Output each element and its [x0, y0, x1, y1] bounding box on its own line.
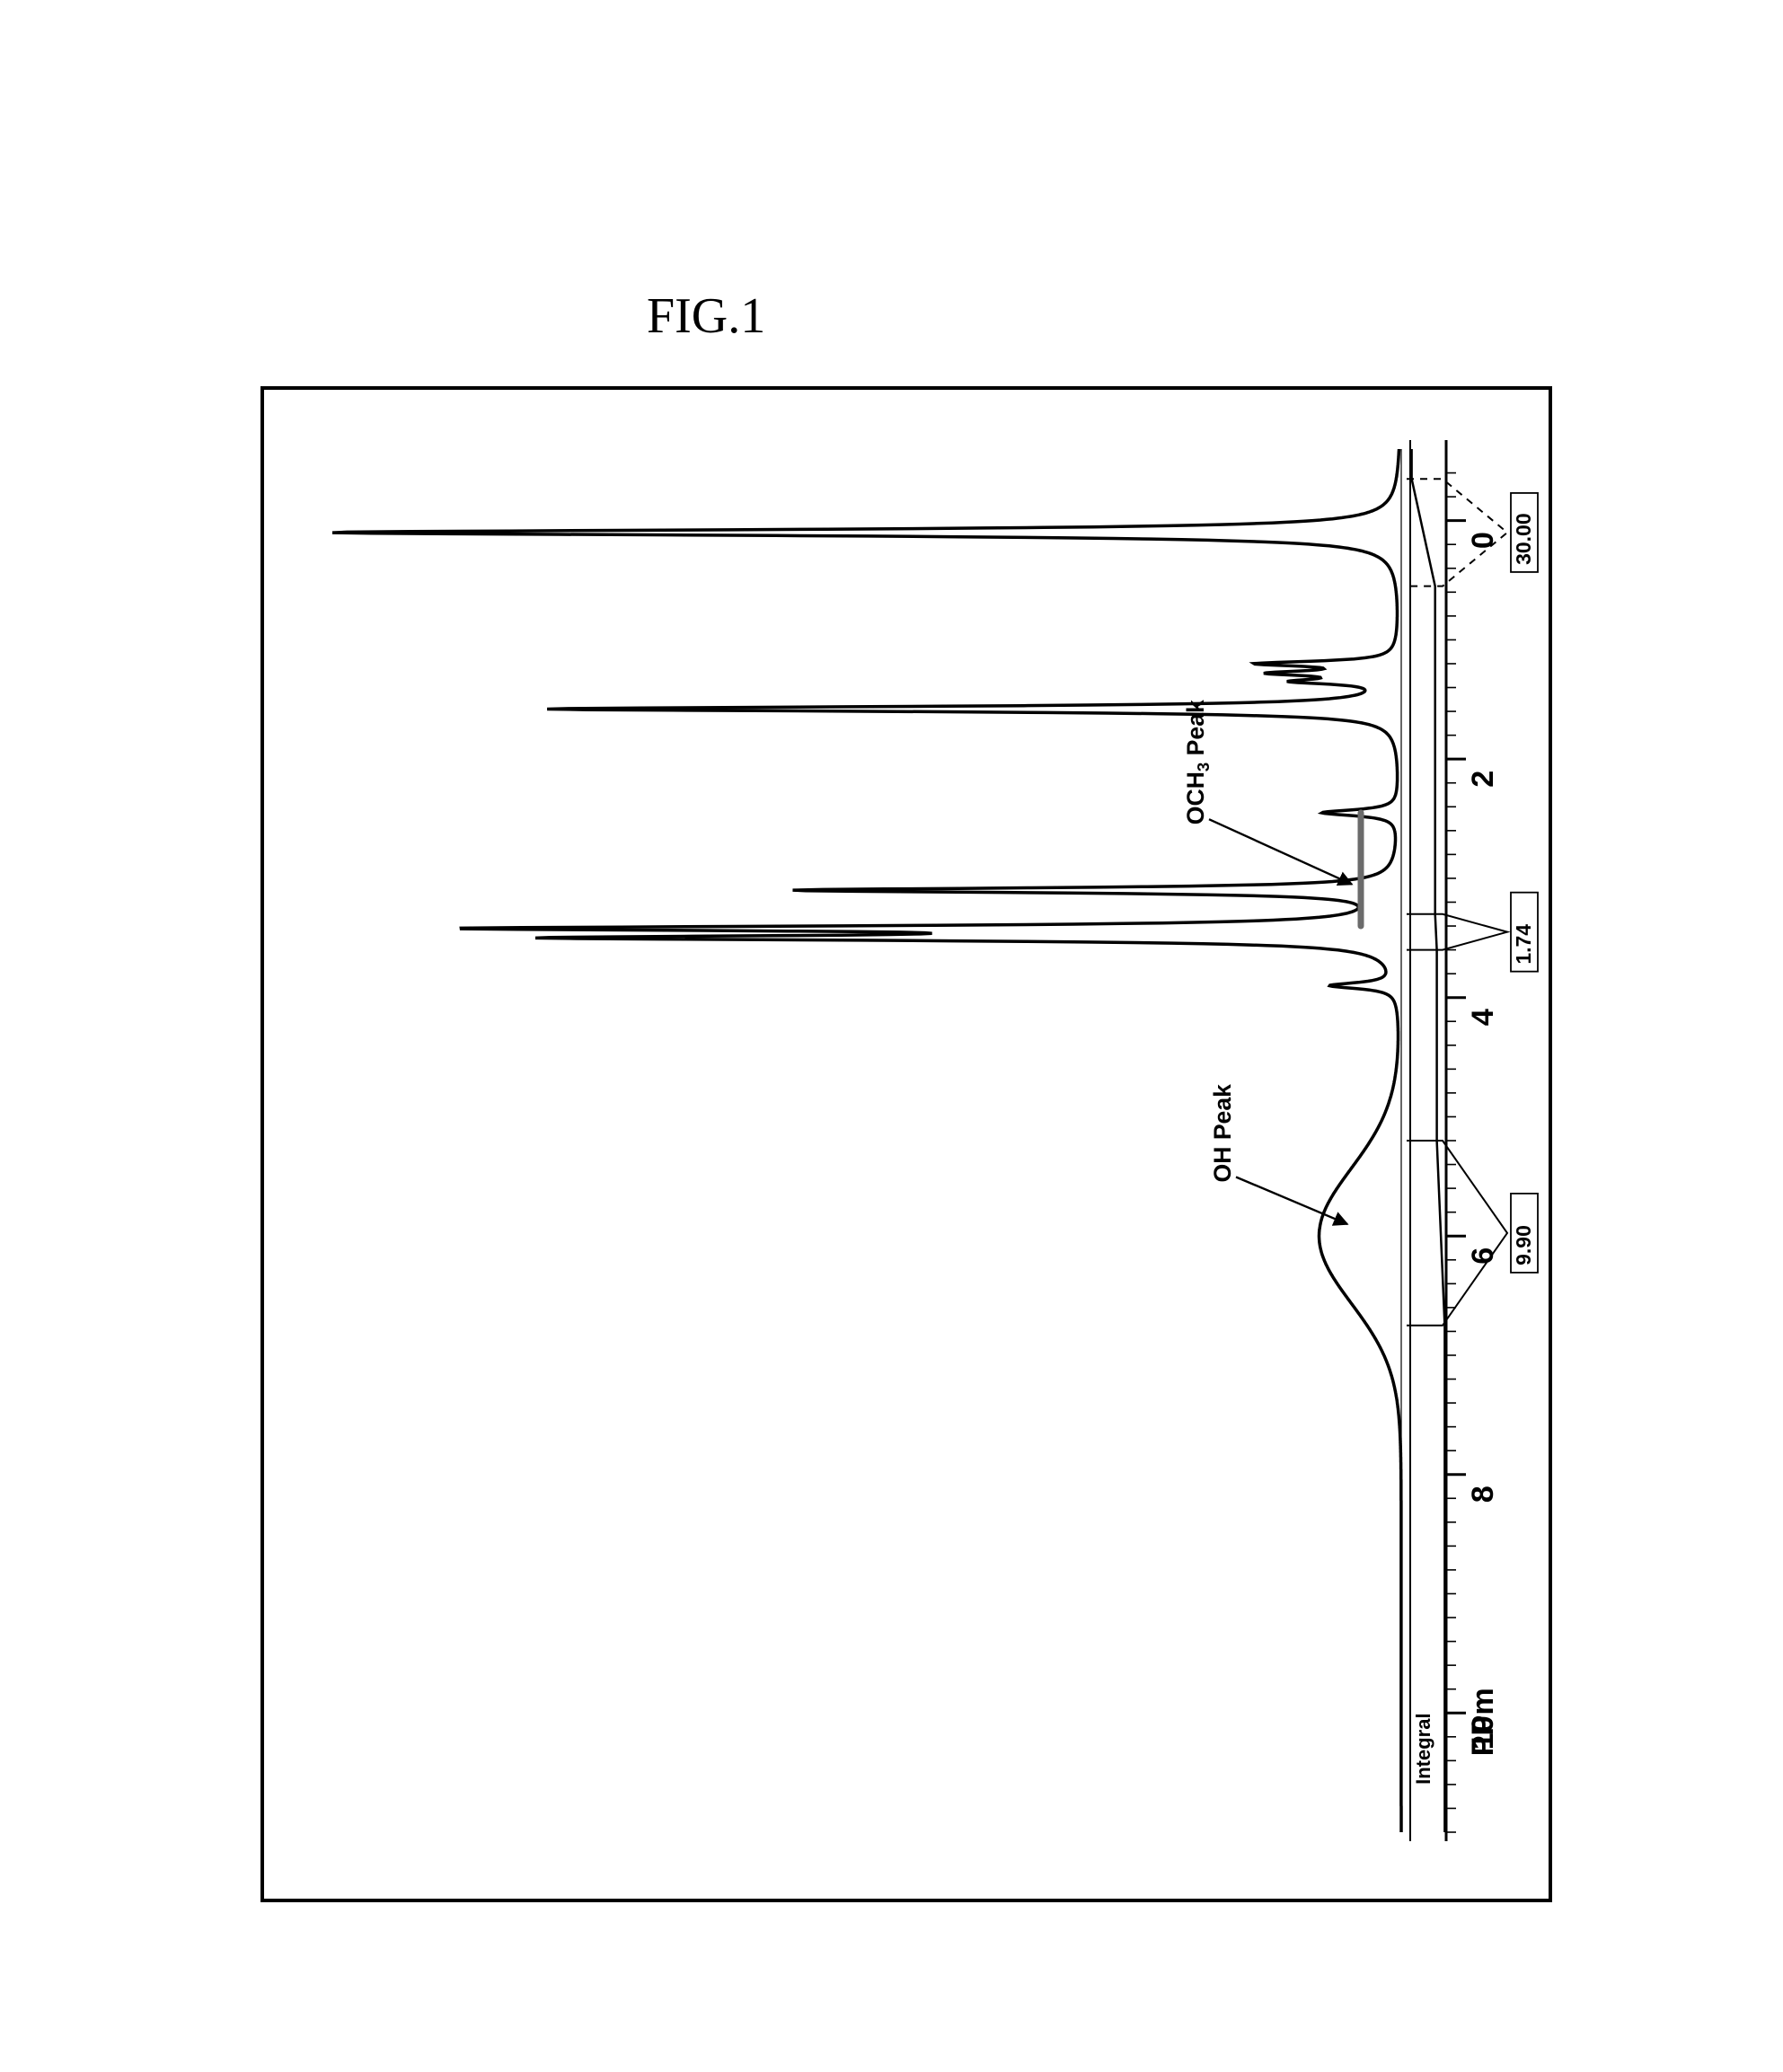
integral-value: 1.74 [1512, 924, 1535, 965]
nmr-spectrum-svg: 1086420PPmIntegral30.001.749.90OH PeakOC… [0, 0, 1783, 2072]
och3_peak_label-arrow [1209, 819, 1352, 884]
integral-bracket [1407, 914, 1507, 950]
integral-value: 30.00 [1512, 513, 1535, 565]
svg-text:8: 8 [1466, 1486, 1500, 1503]
page: FIG.1 1086420PPmIntegral30.001.749.90OH … [0, 0, 1783, 2072]
peak-annotations: OH Peak OCH3 Peak [1182, 700, 1361, 1224]
oh_peak_label: OH Peak [1209, 1084, 1236, 1183]
nmr-trace-path [332, 449, 1401, 1832]
och3_peak_label: OCH3 Peak [1182, 700, 1213, 824]
svg-text:4: 4 [1466, 1009, 1500, 1026]
svg-text:0: 0 [1466, 532, 1500, 549]
integral-brackets: 30.00 1.74 9.90 [1407, 479, 1538, 1326]
svg-text:Integral: Integral [1412, 1713, 1434, 1784]
integral-value: 9.90 [1512, 1225, 1535, 1265]
spectrum-trace [332, 449, 1444, 1832]
integral-bracket [1407, 1141, 1507, 1326]
svg-text:PPm: PPm [1466, 1688, 1500, 1756]
svg-text:2: 2 [1466, 771, 1500, 788]
